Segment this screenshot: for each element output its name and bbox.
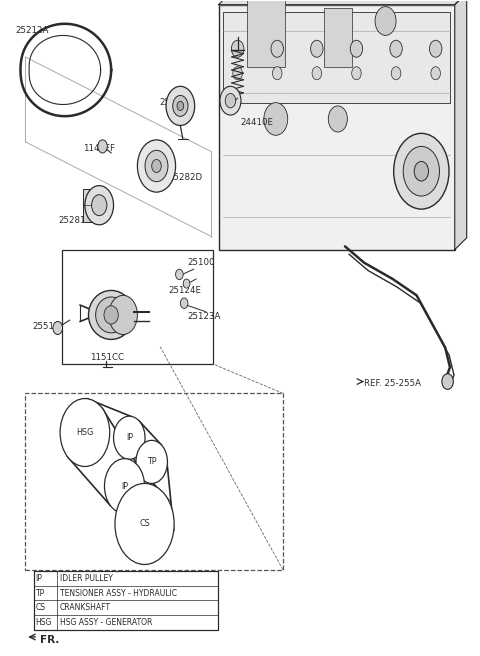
- Circle shape: [375, 7, 396, 35]
- Bar: [218, 5, 455, 250]
- Circle shape: [233, 67, 242, 80]
- Text: TP: TP: [36, 588, 45, 598]
- Text: 1151CC: 1151CC: [90, 353, 124, 362]
- Text: IP: IP: [121, 482, 128, 491]
- Circle shape: [183, 279, 190, 288]
- Text: CRANKSHAFT: CRANKSHAFT: [60, 604, 110, 612]
- Circle shape: [312, 67, 322, 80]
- Circle shape: [231, 40, 244, 57]
- Text: 25282D: 25282D: [168, 173, 203, 182]
- Text: 25212A: 25212A: [16, 26, 49, 35]
- Text: HSG: HSG: [76, 428, 94, 437]
- Circle shape: [350, 40, 363, 57]
- Text: 25287I: 25287I: [159, 98, 189, 107]
- Circle shape: [390, 40, 402, 57]
- Circle shape: [220, 87, 241, 115]
- Circle shape: [225, 94, 236, 108]
- Circle shape: [328, 106, 348, 132]
- Circle shape: [115, 483, 174, 564]
- Ellipse shape: [88, 291, 134, 339]
- Circle shape: [136, 440, 168, 483]
- Circle shape: [53, 321, 62, 335]
- Text: CS: CS: [139, 520, 150, 529]
- Circle shape: [109, 295, 137, 335]
- Circle shape: [98, 140, 108, 153]
- Text: 25281: 25281: [59, 216, 86, 225]
- Text: FR.: FR.: [39, 635, 59, 646]
- Polygon shape: [455, 0, 467, 250]
- Circle shape: [414, 161, 429, 181]
- Bar: [34, 571, 217, 630]
- Circle shape: [264, 102, 288, 135]
- Text: 1140FF: 1140FF: [83, 144, 115, 153]
- Circle shape: [352, 67, 361, 80]
- Circle shape: [105, 459, 144, 514]
- Bar: [223, 12, 450, 102]
- Bar: [34, 571, 217, 630]
- Circle shape: [430, 40, 442, 57]
- Circle shape: [442, 374, 453, 390]
- Circle shape: [176, 269, 183, 279]
- Text: TP: TP: [147, 457, 156, 466]
- Circle shape: [391, 67, 401, 80]
- Text: IP: IP: [126, 433, 133, 442]
- Circle shape: [60, 399, 110, 466]
- Circle shape: [152, 159, 161, 173]
- Circle shape: [180, 298, 188, 308]
- Circle shape: [177, 101, 184, 110]
- Circle shape: [173, 96, 188, 116]
- Bar: [84, 189, 104, 222]
- Polygon shape: [218, 0, 467, 5]
- Circle shape: [311, 40, 323, 57]
- Circle shape: [92, 195, 107, 216]
- Ellipse shape: [96, 297, 127, 333]
- Text: 25515: 25515: [33, 322, 60, 331]
- Circle shape: [166, 87, 195, 125]
- Text: 25100: 25100: [188, 258, 215, 267]
- Bar: [324, 8, 352, 67]
- Text: HSG: HSG: [36, 618, 52, 627]
- Circle shape: [114, 416, 145, 459]
- Circle shape: [403, 146, 440, 196]
- Text: TENSIONER ASSY - HYDRAULIC: TENSIONER ASSY - HYDRAULIC: [60, 588, 177, 598]
- Circle shape: [85, 186, 114, 225]
- Circle shape: [273, 67, 282, 80]
- Text: CS: CS: [36, 604, 46, 612]
- Circle shape: [431, 67, 441, 80]
- Bar: [62, 250, 213, 364]
- Text: 25124E: 25124E: [168, 285, 202, 295]
- Text: IDLER PULLEY: IDLER PULLEY: [60, 574, 112, 583]
- Circle shape: [394, 133, 449, 209]
- Bar: [25, 394, 283, 569]
- Text: 24410E: 24410E: [240, 117, 273, 127]
- Bar: [247, 0, 285, 67]
- Circle shape: [271, 40, 283, 57]
- Circle shape: [145, 150, 168, 182]
- Ellipse shape: [104, 306, 118, 324]
- Circle shape: [137, 140, 176, 192]
- Text: 25123A: 25123A: [188, 312, 221, 321]
- Text: IP: IP: [36, 574, 43, 583]
- Text: HSG ASSY - GENERATOR: HSG ASSY - GENERATOR: [60, 618, 152, 627]
- Text: REF. 25-255A: REF. 25-255A: [364, 379, 421, 388]
